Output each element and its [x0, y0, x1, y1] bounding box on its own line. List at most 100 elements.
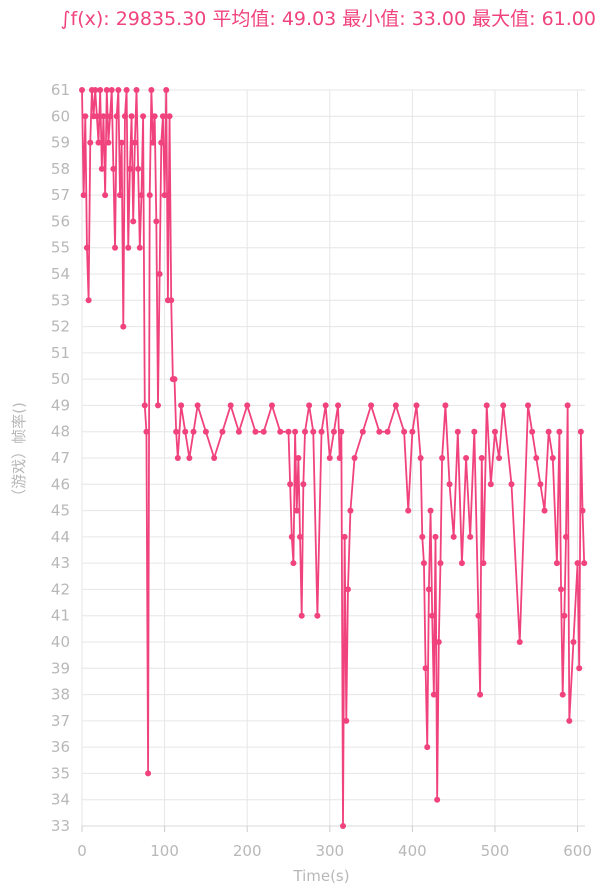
data-point [439, 455, 446, 461]
data-point [140, 113, 147, 120]
data-point [125, 244, 132, 251]
data-point [541, 507, 548, 514]
data-point [80, 192, 87, 199]
data-point [146, 192, 153, 199]
data-point [92, 87, 99, 93]
x-axis-label: Time(s) [292, 867, 349, 885]
data-point [581, 560, 588, 567]
data-point [186, 455, 193, 461]
data-point [79, 87, 85, 93]
x-tick-label: 600 [563, 842, 592, 860]
data-point [475, 612, 482, 619]
stats-header: ∫f(x): 29835.30 平均值: 49.03 最小值: 33.00 最大… [60, 8, 596, 30]
data-point [83, 244, 90, 251]
data-point [574, 560, 581, 567]
y-tick-label: 53 [51, 291, 70, 309]
data-point [558, 586, 565, 593]
data-point [227, 402, 234, 409]
data-point [118, 139, 125, 146]
data-point [478, 455, 485, 461]
data-point [85, 297, 92, 304]
data-point [483, 402, 490, 409]
y-tick-label: 59 [51, 134, 70, 152]
data-point [347, 507, 354, 514]
data-point [508, 481, 515, 488]
y-tick-label: 33 [51, 817, 70, 835]
x-tick-label: 0 [77, 842, 87, 860]
data-point [434, 796, 441, 803]
data-point [150, 139, 157, 146]
data-point [516, 639, 523, 645]
y-tick-label: 43 [51, 554, 70, 572]
data-point [420, 560, 427, 567]
data-point [293, 507, 300, 514]
y-tick-label: 51 [51, 344, 70, 362]
data-point [133, 87, 140, 93]
data-point [194, 402, 201, 409]
data-point [105, 139, 112, 146]
data-point [417, 455, 424, 461]
data-point [116, 192, 123, 199]
data-point [343, 717, 350, 724]
data-point [322, 402, 329, 409]
data-point [545, 428, 552, 435]
data-point [158, 139, 165, 146]
data-point [368, 402, 375, 409]
y-tick-label: 48 [51, 423, 70, 441]
data-point [576, 665, 583, 672]
y-tick-label: 56 [51, 212, 70, 230]
data-point [500, 402, 507, 409]
x-tick-label: 100 [150, 842, 179, 860]
y-tick-label: 57 [51, 186, 70, 204]
data-point [166, 113, 173, 120]
data-point [93, 113, 100, 120]
data-point [277, 428, 284, 435]
data-point [437, 560, 444, 567]
data-point [107, 113, 114, 120]
data-point [174, 455, 181, 461]
data-point [300, 481, 307, 488]
y-tick-label: 60 [51, 107, 70, 125]
data-point [302, 428, 309, 435]
data-point [87, 139, 94, 146]
data-point [450, 533, 457, 540]
data-point [413, 402, 420, 409]
y-tick-label: 41 [51, 607, 70, 625]
data-point [579, 507, 586, 514]
data-point [306, 402, 313, 409]
data-point [442, 402, 449, 409]
data-point [143, 428, 150, 435]
data-point [285, 428, 292, 435]
data-point [145, 770, 152, 777]
data-point [561, 612, 568, 619]
data-point [135, 165, 142, 172]
data-point [310, 428, 317, 435]
data-point [338, 428, 345, 435]
data-point [533, 455, 540, 461]
data-point [159, 113, 166, 120]
data-point [295, 455, 302, 461]
data-point [425, 586, 432, 593]
data-point [577, 428, 584, 435]
data-point [82, 113, 89, 120]
data-point [113, 113, 120, 120]
data-point [376, 428, 383, 435]
data-point [178, 402, 185, 409]
data-point [103, 87, 110, 93]
y-tick-label: 49 [51, 396, 70, 414]
data-point [480, 560, 487, 567]
data-point [182, 428, 189, 435]
data-point [409, 428, 416, 435]
y-tick-label: 40 [51, 633, 70, 651]
x-tick-label: 500 [481, 842, 510, 860]
data-point [288, 533, 295, 540]
data-point [556, 428, 563, 435]
y-tick-label: 54 [51, 265, 70, 283]
data-point [171, 376, 178, 383]
data-point [287, 481, 294, 488]
data-point [525, 402, 532, 409]
data-point [244, 402, 251, 409]
data-point [235, 428, 242, 435]
